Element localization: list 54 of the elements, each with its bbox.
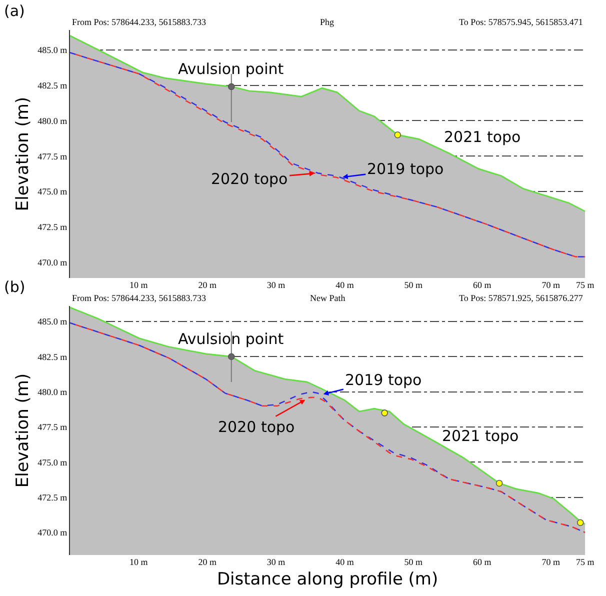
point — [496, 480, 503, 487]
y-tick-label: 472.5 m — [38, 222, 68, 232]
y-tick-label: 485.0 m — [38, 44, 68, 55]
x-tick-label: 60 m — [473, 557, 492, 567]
point — [576, 519, 584, 526]
text: Phg — [320, 17, 335, 27]
y-tick-label: 482.5 m — [38, 80, 68, 90]
y-tick-label: 470.0 m — [38, 258, 68, 268]
x-tick-label: 10 m — [130, 280, 148, 290]
text: To Pos: 578571.925, 5615876.277 — [459, 293, 584, 303]
y-tick-label: 475.0 m — [38, 457, 68, 468]
y-tick-label: 480.0 m — [38, 116, 68, 126]
x-tick-label: 70 m — [542, 557, 560, 567]
chart-title: (b) — [4, 278, 26, 296]
point — [381, 410, 388, 416]
x-tick-label: 30 m — [266, 280, 286, 290]
y-tick-label: 482.5 m — [38, 352, 68, 362]
y-tick-label: 485.0 m — [38, 316, 68, 327]
y-axis-title: Elevation (m) — [13, 373, 34, 488]
annotation: 2019 topo — [367, 160, 444, 178]
y-tick-label: 470.0 m — [38, 528, 68, 538]
x-tick-label: 60 m — [473, 280, 492, 290]
x-tick-label: 10 m — [130, 557, 148, 567]
y-tick-label: 475.0 m — [38, 186, 68, 197]
annotation: Avulsion point — [178, 330, 284, 348]
y-tick-label: 477.5 m — [38, 422, 68, 432]
x-tick-label: 30 m — [266, 557, 286, 567]
chart-title: (a) — [4, 2, 25, 20]
annotation: 2019 topo — [345, 371, 422, 389]
text: To Pos: 578575.945, 5615853.471 — [459, 17, 583, 27]
point — [228, 353, 235, 360]
y-tick-label: 477.5 m — [38, 151, 68, 162]
annotation: 2020 topo — [218, 418, 295, 436]
y-axis-title: Elevation (m) — [13, 96, 34, 212]
text: From Pos: 578644.233, 5615883.733 — [72, 17, 207, 27]
annotation: Avulsion point — [178, 60, 284, 78]
y-tick-label: 480.0 m — [38, 386, 68, 397]
x-tick-label: 40 m — [336, 280, 354, 290]
line-series — [70, 52, 586, 258]
x-axis-title: Distance along profile (m) — [216, 569, 438, 590]
x-tick-label: 50 m — [404, 280, 423, 290]
annotation: 2020 topo — [211, 170, 288, 188]
text: New Path — [310, 293, 346, 303]
x-tick-label: 75 m — [576, 280, 594, 290]
x-tick-label: 40 m — [336, 557, 354, 567]
x-tick-label: 20 m — [198, 280, 216, 290]
annotation: 2021 topo — [444, 128, 521, 146]
text: From Pos: 578644.233, 5615883.733 — [72, 293, 207, 303]
x-tick-label: 70 m — [542, 280, 560, 290]
x-tick-label: 50 m — [404, 557, 423, 567]
x-tick-label: 20 m — [198, 557, 216, 567]
annotation: 2021 topo — [442, 427, 519, 445]
y-tick-label: 472.5 m — [38, 492, 68, 502]
x-tick-label: 75 m — [576, 557, 594, 567]
